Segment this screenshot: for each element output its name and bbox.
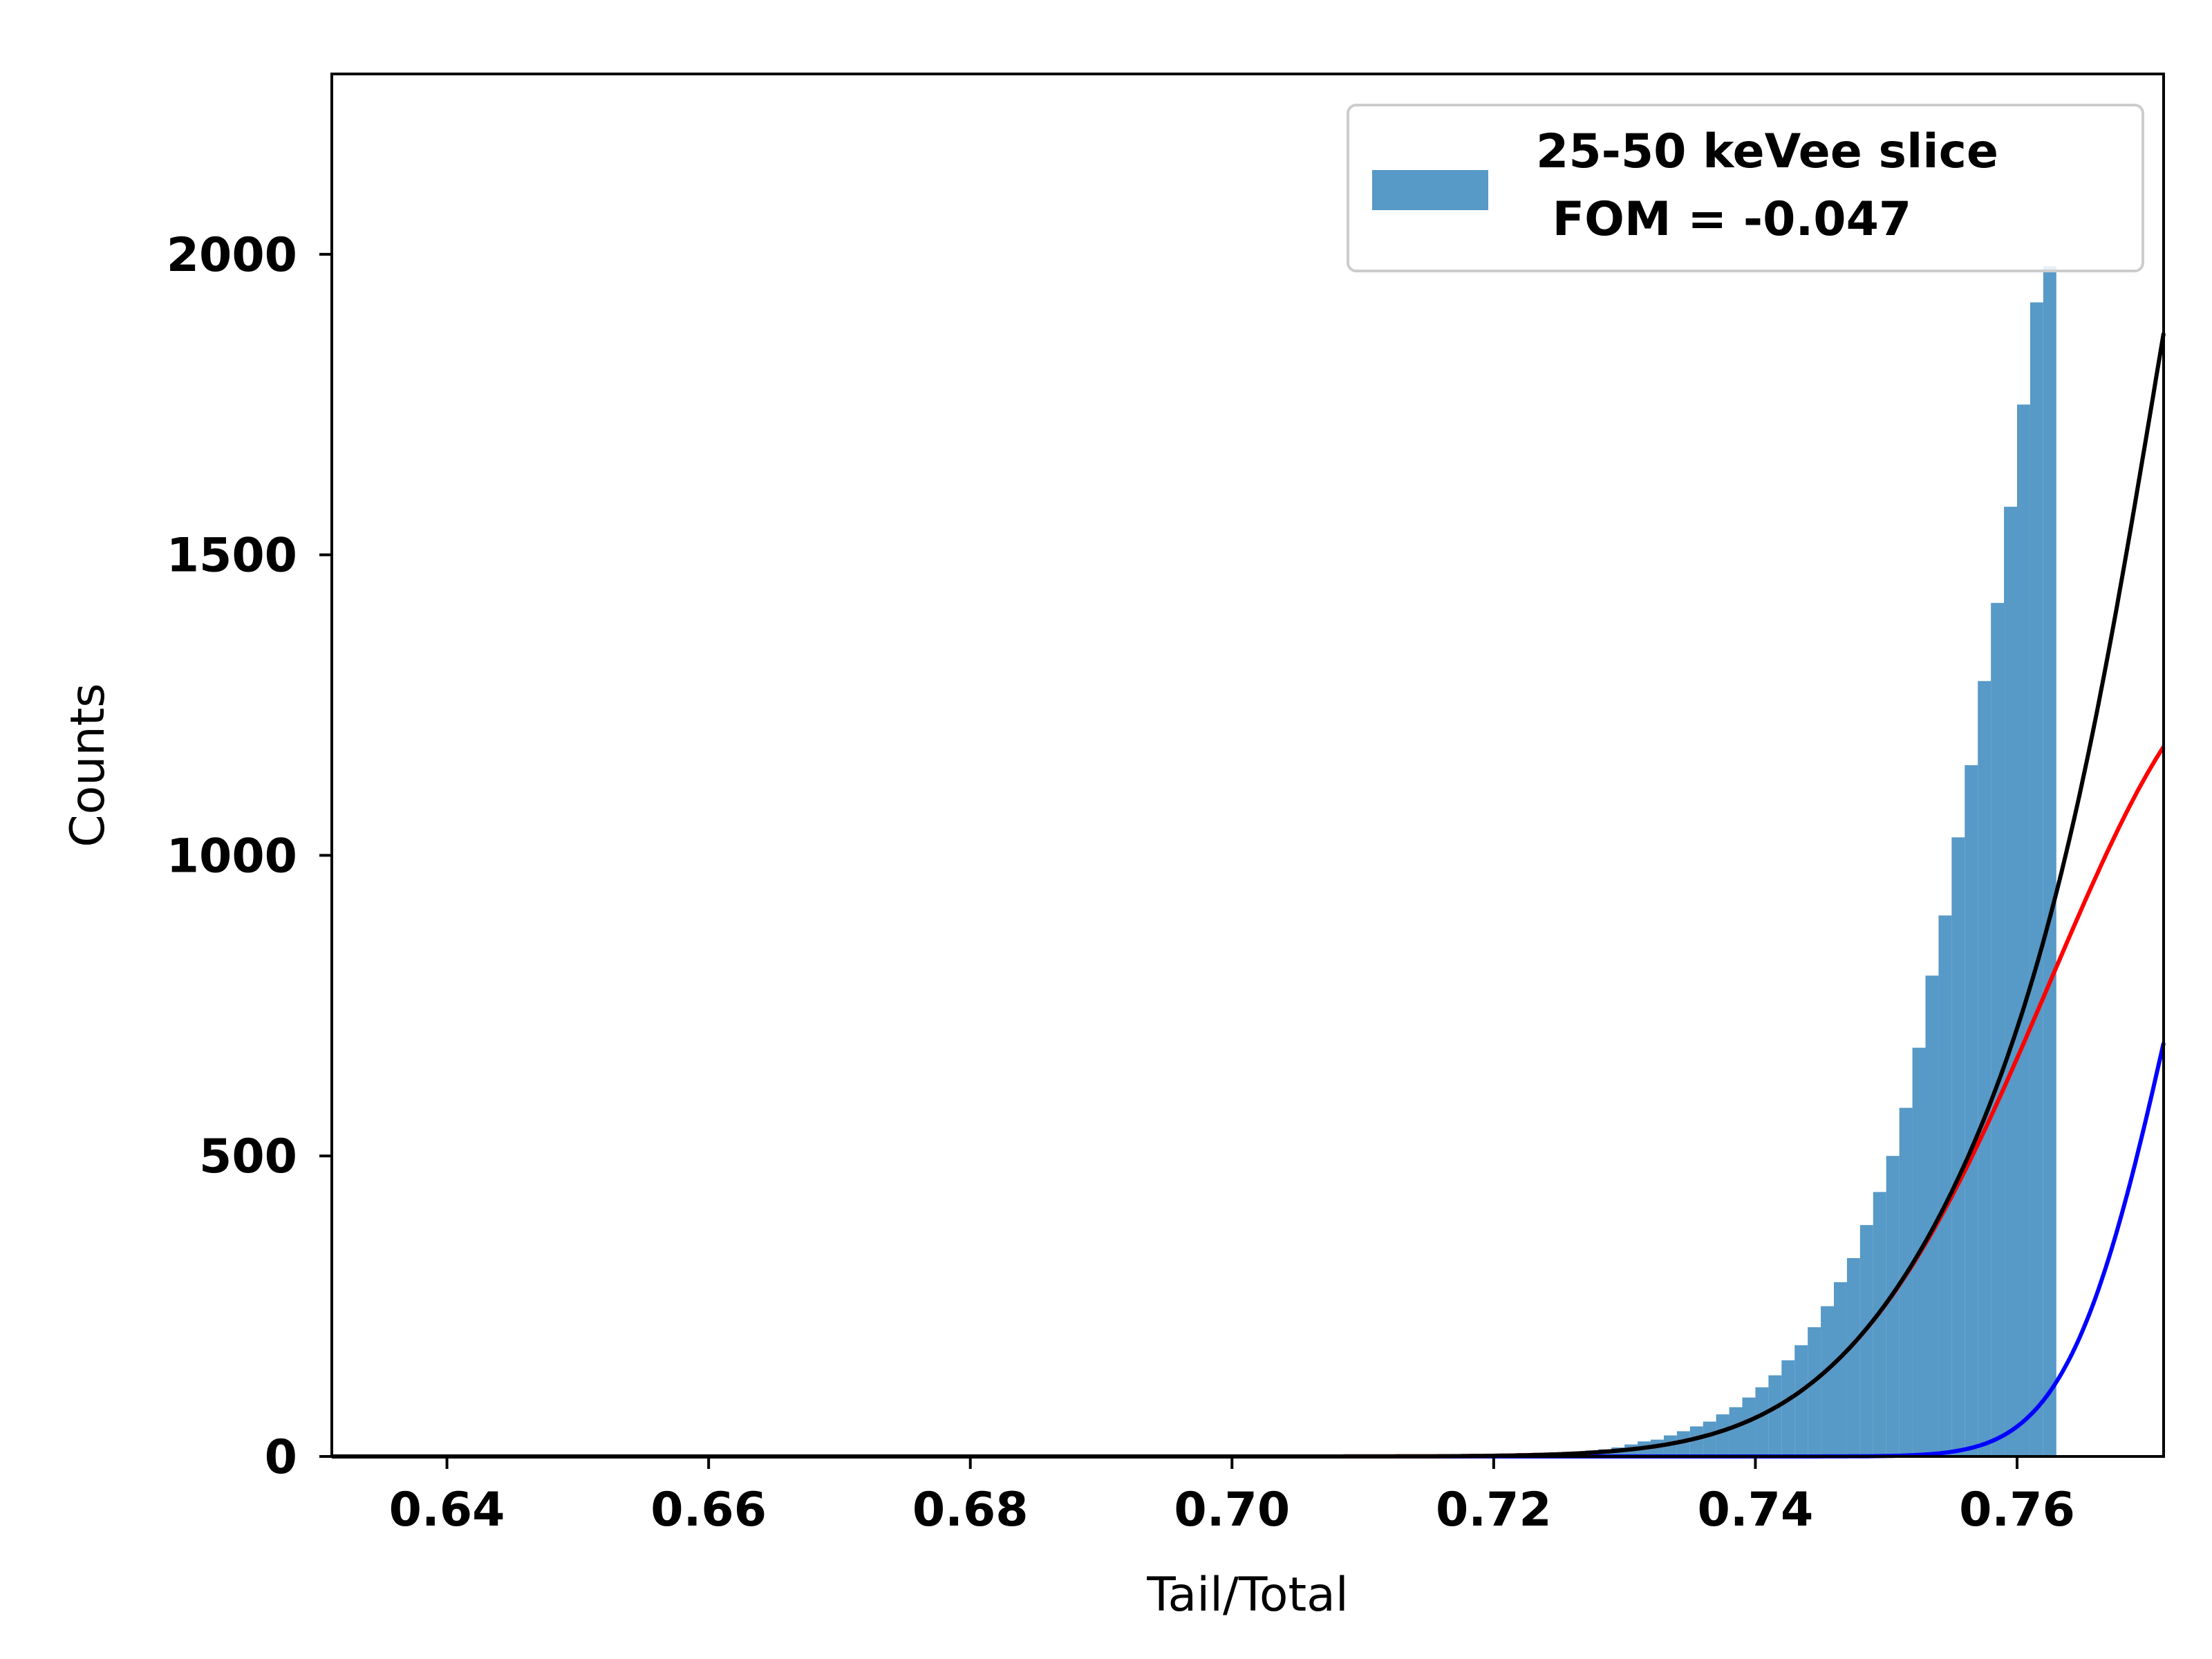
histogram-bar xyxy=(1755,1387,1769,1456)
histogram-bar xyxy=(1729,1407,1743,1456)
legend-box xyxy=(1347,104,2144,272)
x-tick-label: 0.64 xyxy=(389,1483,505,1537)
histogram-bar xyxy=(1846,1258,1860,1456)
y-tick-label: 0 xyxy=(265,1430,297,1485)
histogram-bar xyxy=(1925,975,1939,1456)
histogram-bars xyxy=(1519,266,2056,1457)
histogram-bar xyxy=(2030,302,2043,1456)
x-axis-label: Tail/Total xyxy=(1146,1568,1348,1622)
histogram-bar xyxy=(1873,1192,1886,1456)
x-tick-label: 0.76 xyxy=(1959,1483,2075,1537)
histogram-bar xyxy=(1834,1282,1847,1456)
histogram-bar xyxy=(1663,1435,1677,1456)
legend-label-line2: FOM = -0.047 xyxy=(1536,192,1911,247)
histogram-bar xyxy=(1991,603,2005,1456)
histogram-bar xyxy=(1808,1327,1821,1456)
histogram-bar xyxy=(1794,1345,1808,1456)
histogram-bar xyxy=(1676,1431,1690,1456)
x-tick-label: 0.66 xyxy=(650,1483,767,1537)
y-tick-label: 2000 xyxy=(167,228,297,283)
histogram-bar xyxy=(1781,1360,1795,1456)
y-tick-label: 500 xyxy=(199,1130,297,1184)
y-axis-ticks: 0 500 1000 1500 2000 xyxy=(167,228,332,1485)
histogram-bar xyxy=(1703,1421,1716,1456)
histogram-bar xyxy=(2043,266,2056,1456)
y-axis-label: Counts xyxy=(61,683,115,847)
plot-frame xyxy=(330,73,2165,1458)
y-tick-label: 1500 xyxy=(167,529,297,583)
histogram-bar xyxy=(1689,1426,1703,1456)
histogram-bar xyxy=(1768,1375,1782,1456)
histogram-bar xyxy=(1965,765,1978,1456)
histogram-bar xyxy=(1821,1306,1834,1456)
y-tick-label: 1000 xyxy=(167,829,297,883)
histogram-bar xyxy=(1938,915,1952,1456)
histogram-bar xyxy=(1742,1397,1756,1456)
histogram-bar xyxy=(2017,404,2030,1456)
histogram-bar xyxy=(2004,507,2017,1457)
x-tick-label: 0.72 xyxy=(1436,1483,1552,1537)
legend-swatch xyxy=(1372,170,1488,210)
histogram-bar xyxy=(1859,1225,1873,1456)
histogram-bar xyxy=(1886,1156,1900,1456)
x-tick-label: 0.74 xyxy=(1698,1483,1814,1537)
x-tick-label: 0.68 xyxy=(912,1483,1029,1537)
histogram-bar xyxy=(1716,1414,1730,1456)
x-axis-ticks: 0.64 0.66 0.68 0.70 0.72 0.74 0.76 xyxy=(389,1456,2075,1537)
histogram-bar xyxy=(1951,837,1965,1456)
x-tick-label: 0.70 xyxy=(1174,1483,1290,1537)
histogram-bar xyxy=(1978,681,1991,1456)
legend: 25-50 keVee slice FOM = -0.047 xyxy=(1347,104,2144,272)
legend-label-line1: 25-50 keVee slice xyxy=(1536,124,1998,179)
histogram-bar xyxy=(1899,1107,1913,1456)
